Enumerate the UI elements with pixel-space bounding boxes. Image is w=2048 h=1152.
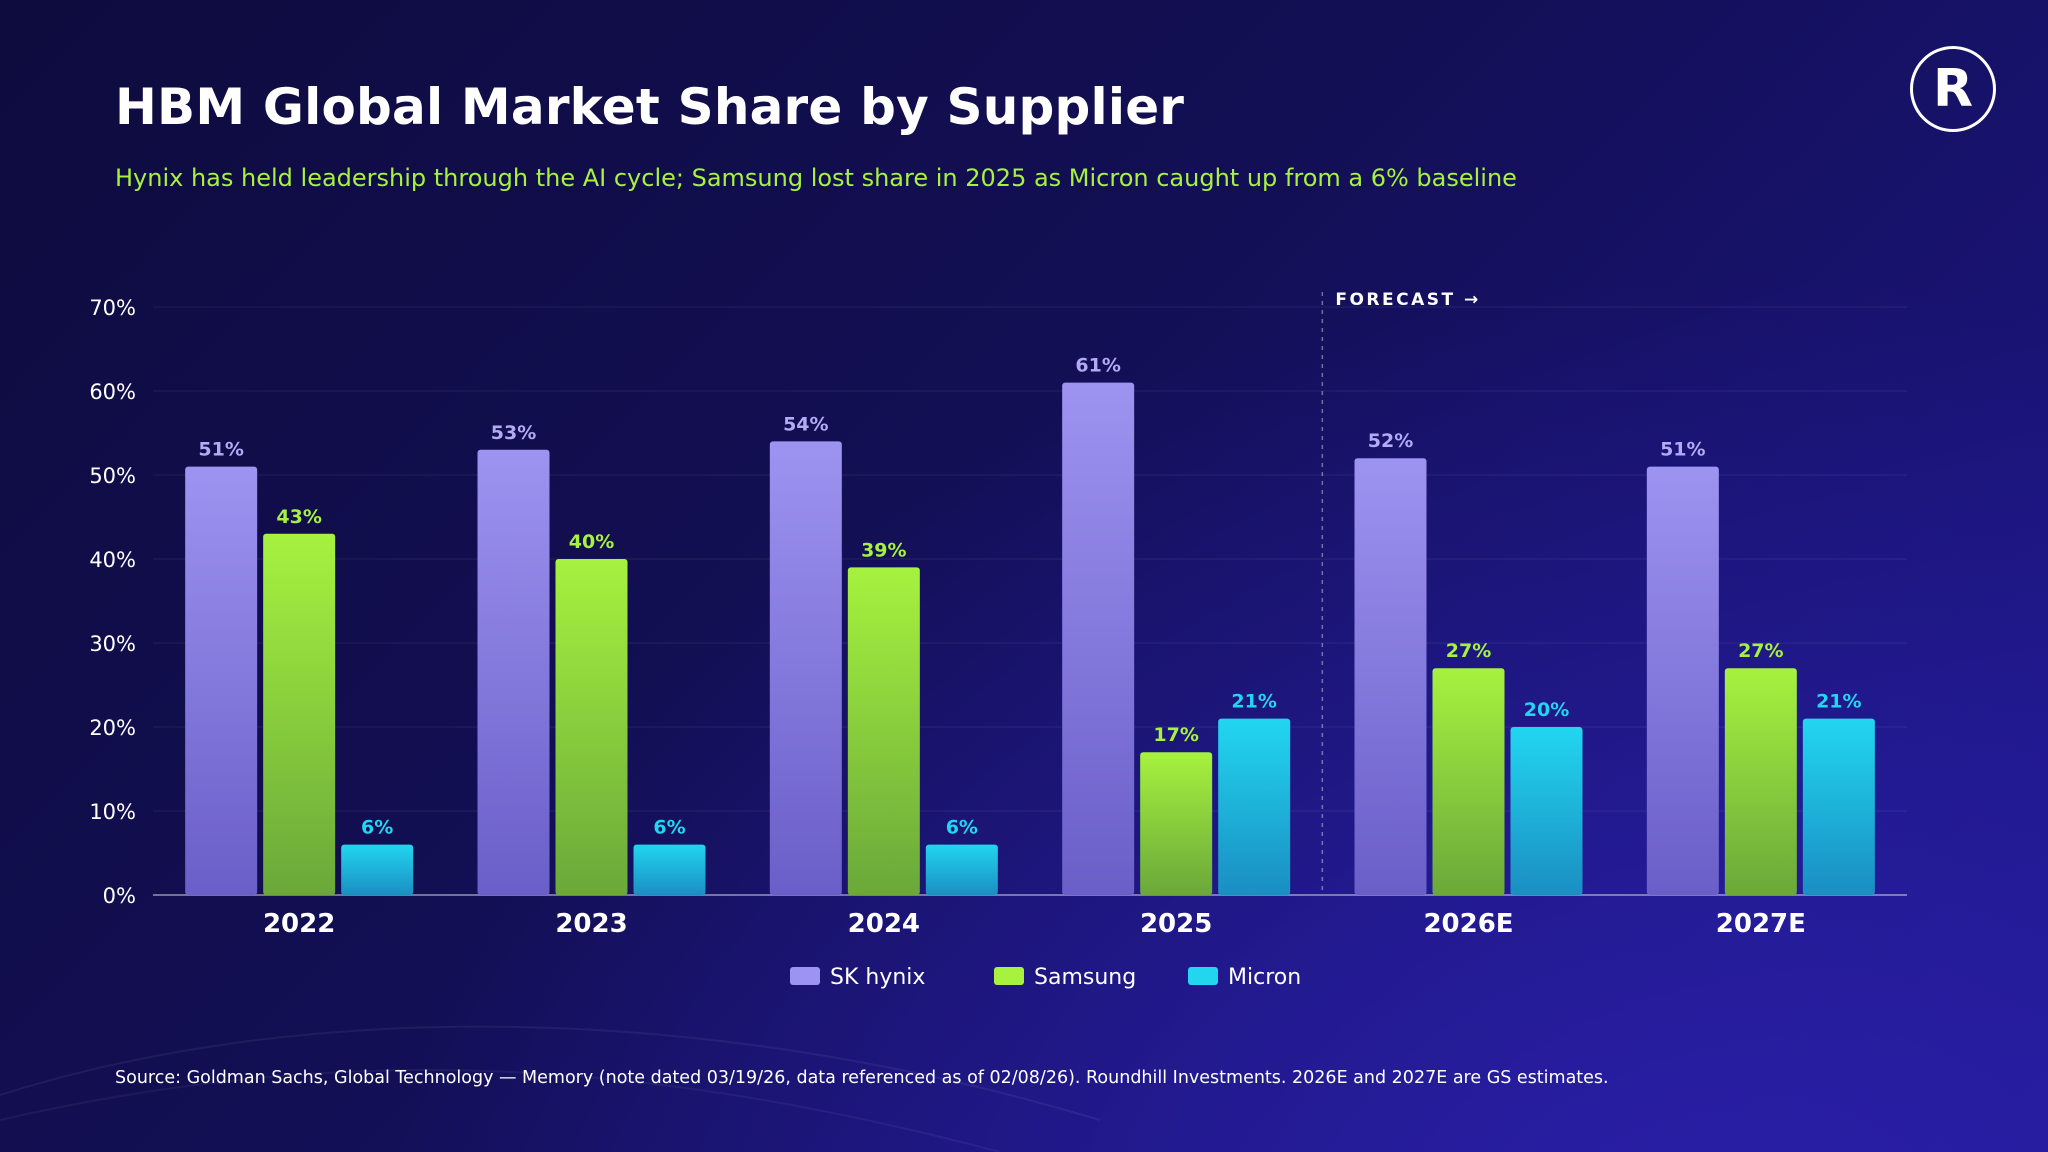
data-label-micron: 6% — [653, 817, 685, 839]
data-label-micron: 21% — [1816, 691, 1861, 713]
data-label-micron: 6% — [946, 817, 978, 839]
bar-samsung — [1724, 668, 1797, 895]
data-label-sk-hynix: 61% — [1075, 355, 1120, 377]
x-tick-label: 2026E — [1423, 909, 1513, 939]
legend-swatch — [790, 967, 820, 985]
bar-micron — [633, 844, 706, 895]
y-tick-label: 50% — [89, 464, 136, 488]
legend-label: Micron — [1228, 965, 1301, 990]
y-tick-label: 40% — [89, 548, 136, 572]
data-label-sk-hynix: 53% — [491, 422, 536, 444]
data-label-samsung: 39% — [861, 539, 906, 561]
bar-sk-hynix — [477, 449, 550, 895]
page-title: HBM Global Market Share by Supplier — [115, 78, 1185, 136]
data-label-samsung: 43% — [276, 506, 321, 528]
bar-samsung — [1140, 752, 1213, 895]
data-label-sk-hynix: 54% — [783, 413, 828, 435]
data-label-samsung: 27% — [1446, 640, 1491, 662]
x-tick-label: 2024 — [848, 909, 920, 939]
bar-sk-hynix — [769, 441, 842, 895]
y-tick-label: 30% — [89, 632, 136, 656]
bar-samsung — [1432, 668, 1505, 895]
bar-micron — [1510, 727, 1583, 895]
source-note: Source: Goldman Sachs, Global Technology… — [115, 1068, 1609, 1088]
forecast-label: FORECAST → — [1335, 290, 1480, 310]
bar-sk-hynix — [1354, 458, 1427, 895]
x-tick-label: 2025 — [1140, 909, 1212, 939]
data-label-samsung: 40% — [569, 531, 614, 553]
data-label-micron: 20% — [1524, 699, 1569, 721]
legend-swatch — [1188, 967, 1218, 985]
x-tick-label: 2023 — [555, 909, 627, 939]
y-tick-label: 60% — [89, 380, 136, 404]
bar-samsung — [263, 533, 336, 895]
y-tick-label: 70% — [89, 296, 136, 320]
data-label-sk-hynix: 52% — [1368, 430, 1413, 452]
data-label-micron: 21% — [1231, 691, 1276, 713]
bar-samsung — [847, 567, 920, 895]
bar-micron — [1802, 718, 1875, 895]
x-tick-label: 2022 — [263, 909, 335, 939]
data-label-sk-hynix: 51% — [1660, 439, 1705, 461]
bar-sk-hynix — [1646, 466, 1719, 895]
bar-micron — [341, 844, 414, 895]
page-subtitle: Hynix has held leadership through the AI… — [115, 164, 1517, 192]
y-tick-label: 0% — [103, 884, 136, 908]
bar-sk-hynix — [185, 466, 258, 895]
legend-swatch — [994, 967, 1024, 985]
bar-micron — [925, 844, 998, 895]
bar-sk-hynix — [1062, 382, 1135, 896]
roundhill-logo: R — [1910, 46, 1996, 132]
y-tick-label: 20% — [89, 716, 136, 740]
x-tick-label: 2027E — [1716, 909, 1806, 939]
legend-label: Samsung — [1034, 965, 1136, 990]
data-label-sk-hynix: 51% — [198, 439, 243, 461]
bar-samsung — [555, 559, 628, 895]
data-label-samsung: 27% — [1738, 640, 1783, 662]
y-tick-label: 10% — [89, 800, 136, 824]
bar-micron — [1218, 718, 1291, 895]
legend-label: SK hynix — [830, 965, 925, 990]
data-label-micron: 6% — [361, 817, 393, 839]
data-label-samsung: 17% — [1153, 724, 1198, 746]
